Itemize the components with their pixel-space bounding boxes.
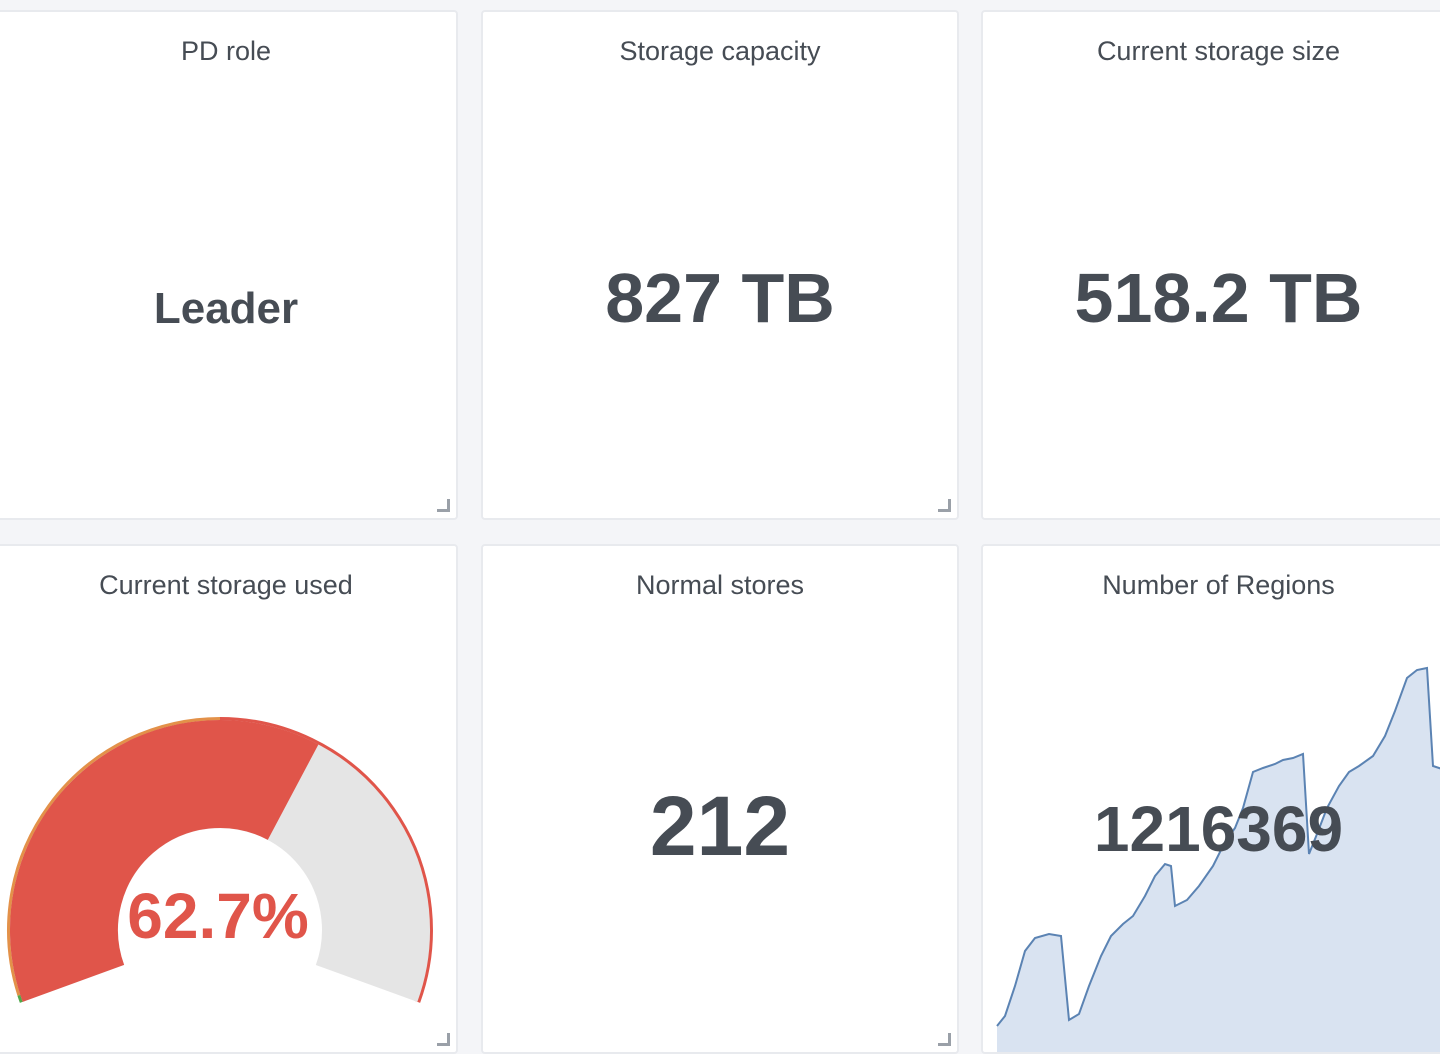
panel-value: 518.2 TB — [1074, 259, 1363, 337]
panel-title: Current storage size — [1096, 36, 1341, 66]
panel-current-storage-size: Current storage size 518.2 TB — [981, 10, 1440, 520]
panel-value: Leader — [153, 284, 299, 333]
panel-value: 827 TB — [605, 259, 835, 337]
sparkline-line — [996, 666, 1440, 1027]
panel-current-storage-used: Current storage used 62.7% — [0, 544, 458, 1054]
resize-corner-icon[interactable] — [437, 499, 450, 512]
gauge: 62.7% — [7, 717, 433, 1003]
resize-corner-icon[interactable] — [938, 499, 951, 512]
panel-title: PD role — [180, 36, 272, 66]
gauge-value-arc — [10, 720, 319, 1002]
gauge-value-text: 62.7% — [127, 880, 308, 952]
panel-value: 1216369 — [1093, 793, 1344, 865]
panel-value: 212 — [649, 779, 791, 873]
panel-number-of-regions: Number of Regions 1216369 — [981, 544, 1440, 1054]
sparkline-area — [997, 668, 1440, 1052]
panel-storage-capacity: Storage capacity 827 TB — [481, 10, 959, 520]
panel-normal-stores: Normal stores 212 — [481, 544, 959, 1054]
panel-title: Storage capacity — [619, 36, 821, 66]
panel-title: Number of Regions — [1102, 570, 1335, 600]
panel-pd-role: PD role Leader — [0, 10, 458, 520]
panel-title: Current storage used — [99, 570, 353, 600]
regions-sparkline — [996, 666, 1440, 1052]
panel-title: Normal stores — [635, 570, 805, 600]
